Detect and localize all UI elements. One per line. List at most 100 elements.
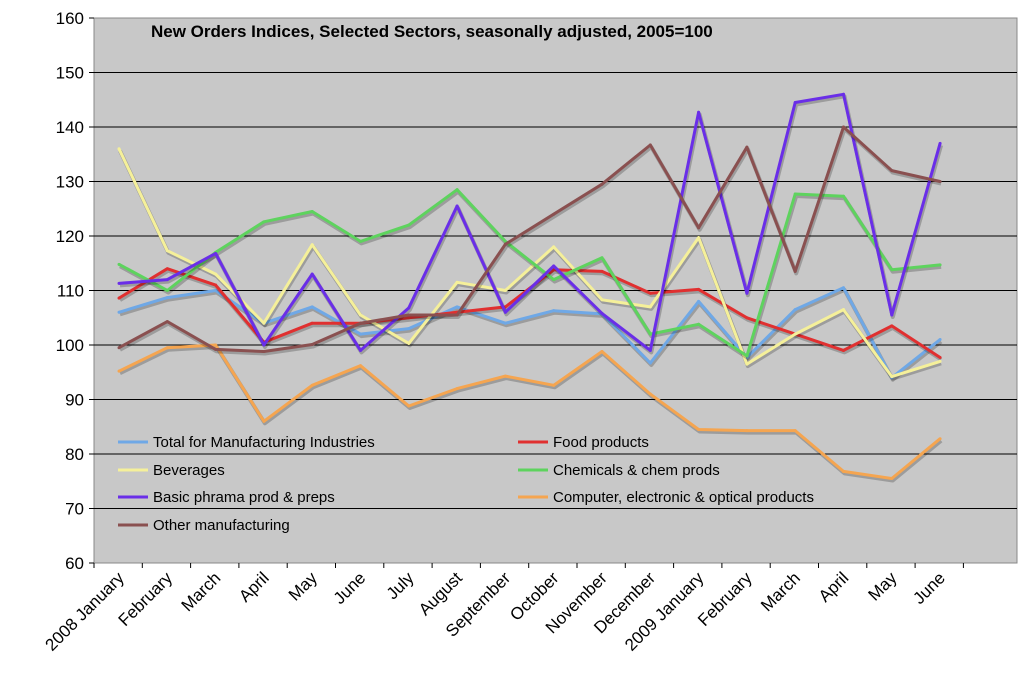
data-point [552, 278, 556, 282]
legend-item: Chemicals & chem prods [518, 462, 720, 479]
data-point [938, 359, 942, 363]
data-point [890, 477, 894, 481]
data-point [117, 346, 121, 350]
data-point [745, 354, 749, 358]
data-point [697, 427, 701, 431]
data-point [600, 256, 604, 260]
data-point [552, 212, 556, 216]
data-point [600, 182, 604, 186]
data-point [697, 110, 701, 114]
data-point [117, 296, 121, 300]
x-tick-label: June [909, 568, 949, 608]
data-point [310, 272, 314, 276]
x-tick-label: February [694, 568, 756, 630]
data-point [310, 305, 314, 309]
data-point [407, 327, 411, 331]
data-point [842, 308, 845, 312]
data-point [117, 147, 121, 151]
data-point [214, 283, 218, 287]
y-tick-label: 80 [65, 445, 84, 464]
y-tick-label: 120 [56, 227, 84, 246]
data-point [359, 332, 362, 336]
data-point [793, 308, 797, 312]
data-point [407, 341, 411, 345]
data-point [407, 404, 411, 408]
series-line [118, 286, 942, 380]
data-point [890, 169, 894, 173]
y-tick-label: 110 [57, 282, 84, 301]
data-point [648, 392, 652, 396]
data-point [697, 299, 701, 303]
x-tick-label: June [330, 568, 370, 608]
legend-item: Other manufacturing [118, 517, 290, 534]
data-point [310, 383, 314, 387]
data-point [407, 316, 411, 320]
data-point [648, 361, 652, 365]
data-point [503, 242, 507, 246]
data-point [262, 220, 266, 224]
series-line [117, 148, 941, 379]
data-point [262, 343, 266, 347]
series-line [118, 125, 941, 353]
data-point [890, 268, 894, 272]
x-tick-label: April [815, 568, 852, 605]
series-line [118, 343, 942, 480]
data-point [600, 298, 604, 302]
x-tick-label: May [285, 568, 321, 604]
y-tick-label: 130 [56, 173, 84, 192]
data-point [503, 374, 507, 378]
x-tick-label: February [115, 568, 177, 630]
data-point [938, 356, 942, 360]
data-point [552, 268, 556, 272]
x-tick-label: March [757, 568, 804, 615]
y-tick-label: 90 [65, 391, 84, 410]
data-point [648, 143, 652, 147]
data-point [938, 180, 942, 183]
x-tick-label: April [235, 568, 272, 605]
data-point [600, 269, 604, 273]
data-point [552, 245, 556, 249]
data-point [842, 469, 845, 473]
chart-title: New Orders Indices, Selected Sectors, se… [151, 22, 713, 41]
legend-label: Computer, electronic & optical products [553, 489, 814, 506]
data-point [503, 310, 507, 314]
data-point [552, 309, 556, 313]
data-point [455, 204, 459, 208]
series-2 [117, 147, 942, 381]
data-point [359, 239, 362, 243]
data-point [938, 141, 942, 145]
data-point [214, 289, 218, 292]
data-point [648, 332, 652, 336]
data-point [890, 313, 894, 317]
data-point [165, 249, 169, 253]
y-tick-label: 70 [65, 500, 84, 519]
data-point [407, 223, 411, 227]
data-point [359, 364, 362, 368]
data-point [793, 100, 797, 104]
data-point [214, 343, 218, 347]
y-tick-label: 140 [56, 118, 84, 137]
data-point [793, 192, 797, 196]
data-point [793, 429, 797, 433]
data-point [165, 289, 169, 292]
legend-label: Other manufacturing [153, 517, 290, 534]
legend-item: Computer, electronic & optical products [518, 489, 814, 506]
legend-item: Beverages [118, 462, 225, 479]
data-point [455, 313, 459, 317]
series-5 [117, 343, 943, 483]
data-point [359, 313, 362, 317]
data-point [600, 350, 604, 354]
data-point [262, 350, 266, 354]
data-point [793, 269, 797, 273]
series-line [118, 92, 942, 352]
legend-label: Food products [553, 434, 649, 451]
data-point [745, 316, 749, 320]
data-point [842, 92, 845, 96]
data-point [117, 310, 121, 314]
series-line-shadow [119, 127, 942, 356]
data-point [745, 362, 749, 366]
series-4 [117, 92, 944, 355]
data-point [359, 321, 362, 325]
data-point [165, 278, 169, 282]
